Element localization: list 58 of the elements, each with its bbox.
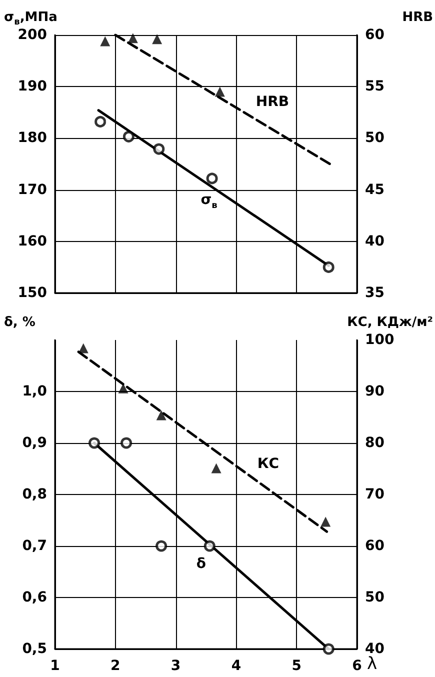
y2-tick-label: 100	[365, 332, 394, 348]
y-tick-label: 190	[18, 78, 48, 95]
point	[211, 463, 222, 474]
y-tick-label: 0,9	[22, 435, 47, 451]
point	[322, 643, 334, 655]
y-tick-label: 0,6	[22, 590, 47, 606]
y-tick-label: 160	[18, 233, 48, 250]
y2-axis-title: КС, КДж/м²	[347, 315, 433, 330]
y2-tick-label: 35	[365, 285, 384, 301]
y2-axis-title: HRB	[402, 10, 433, 25]
point	[204, 540, 216, 552]
point	[128, 33, 138, 44]
y2-tick-label: 70	[365, 486, 385, 502]
y2-tick-label: 90	[365, 384, 385, 400]
point	[94, 116, 106, 128]
y2-tick-label: 45	[365, 182, 384, 198]
point	[320, 516, 331, 527]
point	[156, 540, 168, 552]
annotation: КС	[257, 456, 280, 472]
point	[206, 172, 218, 184]
y-axis-title: σ$_{в}$,МПа	[4, 10, 58, 28]
y2-tick-label: 50	[365, 130, 385, 146]
y-tick-label: 1,0	[22, 384, 48, 400]
point	[152, 34, 162, 44]
annotation: σ$_{в}$	[200, 192, 218, 212]
y-axis-title: δ, %	[4, 315, 36, 330]
x-tick-label: 5	[292, 658, 302, 674]
point	[120, 437, 132, 449]
y2-tick-label: 60	[365, 27, 385, 43]
y-tick-label: 0,8	[22, 486, 47, 502]
x-tick-label: 1	[50, 658, 60, 674]
point	[153, 143, 165, 155]
x-tick-label: 6	[352, 658, 362, 674]
y2-tick-label: 80	[365, 435, 385, 451]
x-tick-label: 3	[170, 658, 181, 674]
point	[122, 130, 134, 142]
x-axis-title: λ	[366, 654, 377, 674]
y2-tick-label: 40	[365, 641, 385, 657]
y-tick-label: 0,7	[22, 538, 47, 554]
y2-tick-label: 55	[365, 78, 384, 95]
annotation: HRB	[256, 94, 290, 110]
annotation: δ	[196, 556, 206, 572]
point	[156, 410, 166, 420]
y2-tick-label: 40	[365, 233, 385, 250]
point	[214, 86, 225, 97]
point	[100, 36, 110, 46]
point	[322, 261, 334, 273]
y-tick-label: 200	[18, 27, 48, 43]
y-tick-label: 180	[18, 130, 48, 146]
point	[88, 437, 100, 449]
point	[78, 343, 88, 354]
y2-tick-label: 50	[365, 590, 385, 606]
y-tick-label: 170	[18, 182, 48, 198]
y-tick-label: 150	[18, 285, 48, 301]
x-tick-label: 2	[110, 658, 120, 674]
y-tick-label: 0,5	[22, 641, 47, 657]
x-tick-label: 4	[231, 658, 242, 674]
y2-tick-label: 60	[365, 538, 385, 554]
